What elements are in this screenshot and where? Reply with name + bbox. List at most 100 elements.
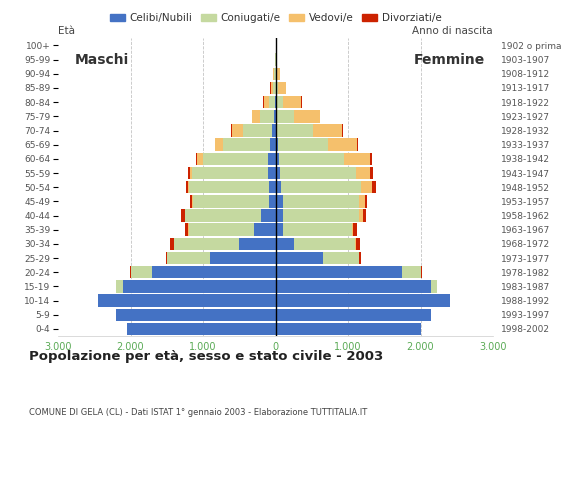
Bar: [274, 110, 276, 122]
Bar: [278, 82, 285, 94]
Bar: [116, 309, 276, 321]
Bar: [186, 181, 188, 193]
Bar: [359, 209, 362, 222]
Text: Maschi: Maschi: [74, 53, 129, 67]
Text: Popolazione per età, sesso e stato civile - 2003: Popolazione per età, sesso e stato civil…: [29, 350, 383, 363]
Bar: [273, 82, 276, 94]
Bar: [283, 209, 359, 222]
Bar: [351, 224, 353, 236]
Text: Anno di nascita: Anno di nascita: [412, 25, 493, 36]
Bar: [361, 181, 372, 193]
Bar: [280, 167, 356, 179]
Bar: [231, 124, 232, 137]
Bar: [345, 153, 370, 165]
Bar: [276, 323, 420, 335]
Bar: [269, 195, 276, 208]
Bar: [371, 167, 373, 179]
Bar: [188, 181, 189, 193]
Bar: [278, 138, 328, 151]
Bar: [276, 138, 278, 151]
Bar: [263, 96, 269, 108]
Bar: [283, 224, 351, 236]
Bar: [239, 238, 276, 250]
Bar: [372, 181, 376, 193]
Bar: [184, 224, 188, 236]
Bar: [130, 266, 152, 278]
Bar: [98, 294, 276, 307]
Bar: [276, 153, 279, 165]
Bar: [432, 280, 437, 293]
Bar: [421, 266, 422, 278]
Bar: [269, 181, 276, 193]
Bar: [370, 153, 372, 165]
Bar: [270, 138, 275, 151]
Bar: [167, 252, 210, 264]
Bar: [152, 266, 276, 278]
Bar: [185, 209, 261, 222]
Bar: [271, 82, 273, 94]
Bar: [203, 153, 268, 165]
Bar: [174, 238, 239, 250]
Bar: [276, 96, 283, 108]
Bar: [342, 124, 343, 137]
Bar: [276, 195, 283, 208]
Bar: [276, 209, 283, 222]
Bar: [276, 110, 295, 122]
Bar: [190, 167, 192, 179]
Bar: [166, 252, 167, 264]
Bar: [276, 181, 281, 193]
Bar: [328, 138, 357, 151]
Bar: [356, 238, 360, 250]
Bar: [276, 280, 432, 293]
Bar: [197, 153, 203, 165]
Bar: [295, 110, 320, 122]
Bar: [268, 167, 276, 179]
Bar: [276, 124, 277, 137]
Bar: [293, 238, 355, 250]
Bar: [223, 138, 270, 151]
Bar: [283, 195, 359, 208]
Text: COMUNE DI GELA (CL) - Dati ISTAT 1° gennaio 2003 - Elaborazione TUTTITALIA.IT: COMUNE DI GELA (CL) - Dati ISTAT 1° genn…: [29, 408, 367, 417]
Bar: [272, 124, 276, 137]
Bar: [116, 280, 123, 293]
Bar: [277, 124, 313, 137]
Bar: [188, 167, 190, 179]
Legend: Celibi/Nubili, Coniugati/e, Vedovi/e, Divorziati/e: Celibi/Nubili, Coniugati/e, Vedovi/e, Di…: [106, 9, 445, 27]
Bar: [273, 68, 274, 80]
Bar: [365, 195, 367, 208]
Bar: [277, 68, 280, 80]
Bar: [269, 96, 275, 108]
Bar: [268, 153, 276, 165]
Bar: [313, 124, 342, 137]
Bar: [276, 266, 403, 278]
Bar: [403, 266, 420, 278]
Bar: [276, 68, 277, 80]
Bar: [279, 153, 345, 165]
Bar: [188, 224, 254, 236]
Bar: [254, 224, 276, 236]
Bar: [243, 124, 272, 137]
Bar: [353, 224, 357, 236]
Bar: [192, 167, 268, 179]
Bar: [215, 138, 223, 151]
Bar: [127, 323, 276, 335]
Bar: [170, 238, 173, 250]
Bar: [261, 209, 276, 222]
Bar: [276, 82, 278, 94]
Bar: [355, 238, 356, 250]
Bar: [276, 224, 283, 236]
Bar: [276, 53, 277, 66]
Bar: [276, 309, 432, 321]
Bar: [322, 252, 359, 264]
Bar: [276, 238, 293, 250]
Text: Femmine: Femmine: [414, 53, 485, 67]
Bar: [260, 110, 274, 122]
Bar: [232, 124, 243, 137]
Bar: [210, 252, 276, 264]
Bar: [283, 96, 301, 108]
Bar: [274, 68, 276, 80]
Bar: [252, 110, 260, 122]
Bar: [362, 209, 366, 222]
Bar: [123, 280, 276, 293]
Bar: [192, 195, 193, 208]
